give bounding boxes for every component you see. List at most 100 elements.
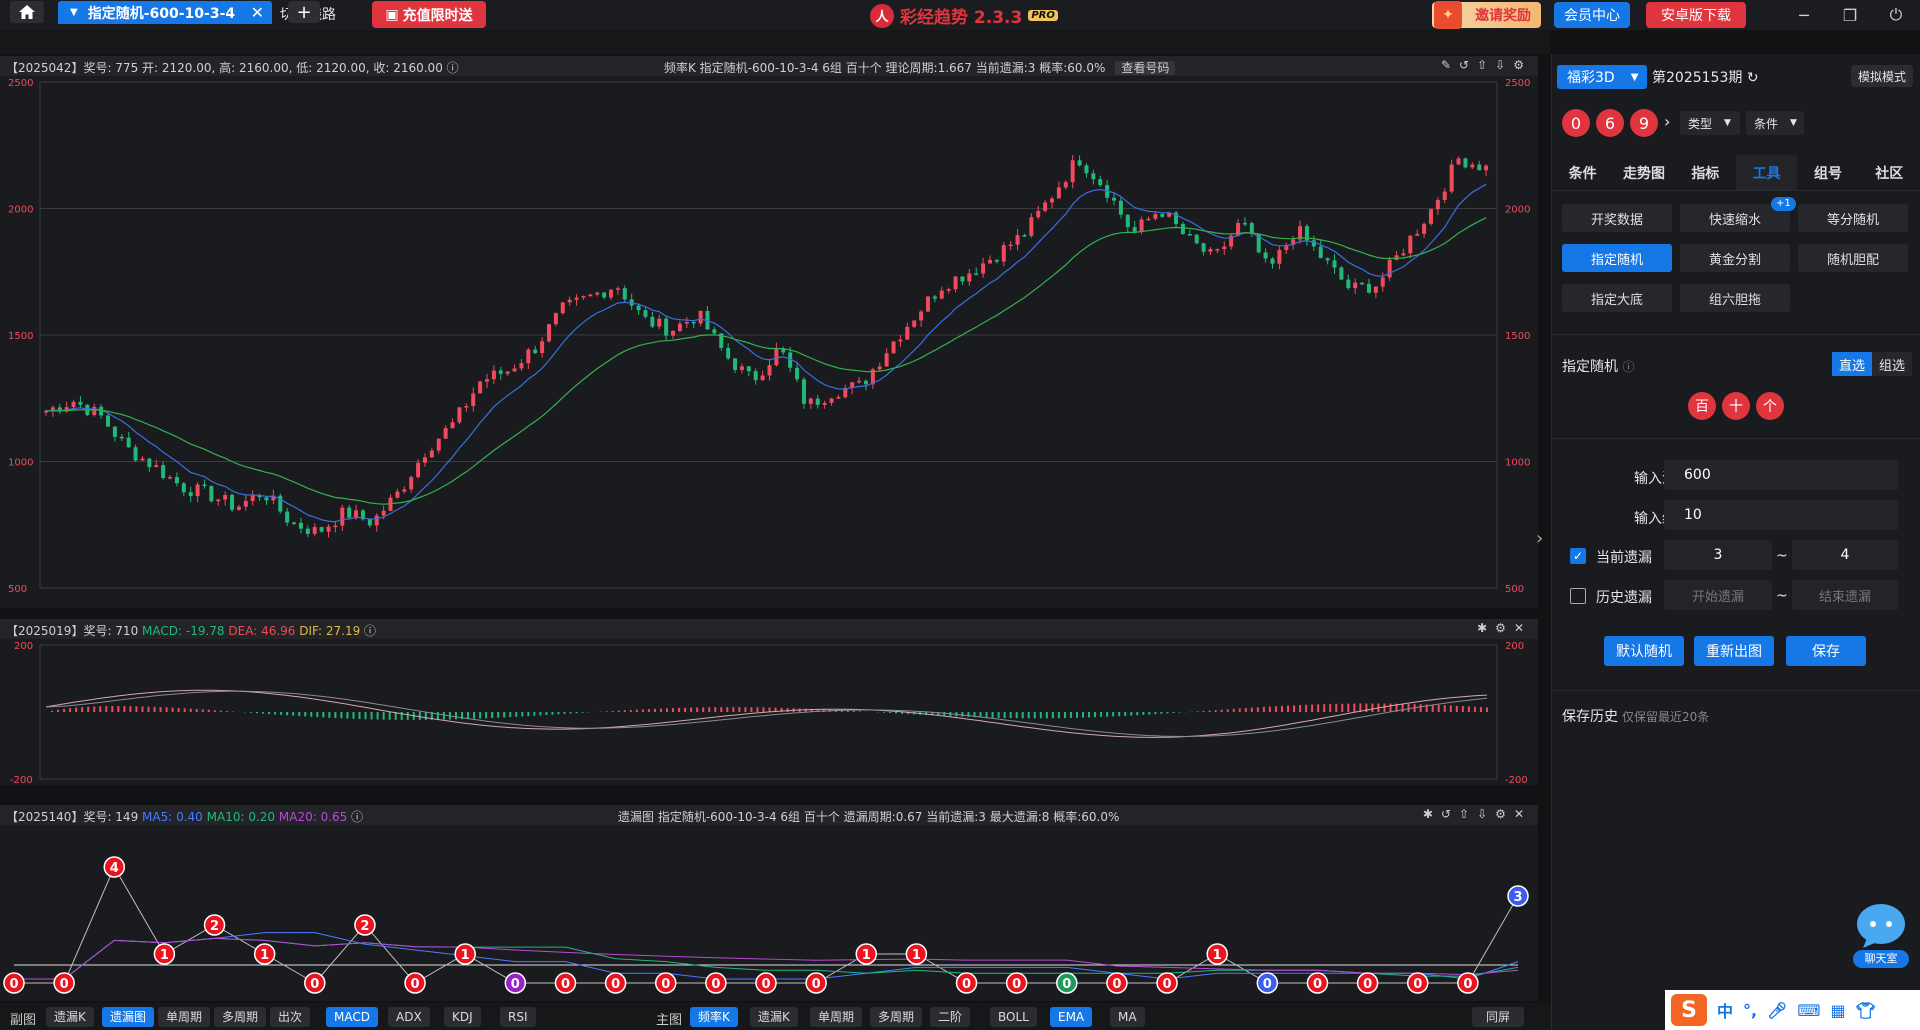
promo-button[interactable]: ▣ 充值限时送 — [372, 1, 486, 28]
type-dropdown[interactable]: 类型 ▼ — [1680, 111, 1740, 135]
home-button[interactable] — [10, 1, 44, 23]
sub-chart-button[interactable]: MACD — [326, 1007, 378, 1027]
view-numbers-button[interactable]: 查看号码 — [1115, 61, 1176, 75]
miss-point: 0 — [1457, 972, 1479, 994]
same-screen-button[interactable]: 同屏 — [1472, 1007, 1524, 1027]
sub-chart-button[interactable]: 单周期 — [158, 1007, 211, 1027]
refresh-icon[interactable]: ↻ — [1746, 70, 1759, 86]
chevron-right-icon[interactable]: › — [1664, 112, 1671, 131]
tool-button[interactable]: 组六胆拖 — [1680, 284, 1790, 312]
position-ones[interactable]: 个 — [1756, 392, 1784, 420]
restore-icon[interactable]: ❐ — [1842, 5, 1858, 25]
gear-icon[interactable]: ⚙ — [1495, 807, 1506, 821]
tool-button[interactable]: 指定随机 — [1562, 244, 1672, 272]
regenerate-button[interactable]: 重新出图 — [1694, 636, 1774, 666]
tool-button[interactable]: 快速缩水 — [1680, 204, 1790, 232]
add-tab-button[interactable]: + — [288, 1, 320, 23]
history-miss-from[interactable]: 开始遗漏 — [1664, 580, 1772, 610]
condition-dropdown[interactable]: 条件 ▼ — [1746, 111, 1804, 135]
help-icon: ⓘ — [351, 810, 364, 824]
sub-chart-button[interactable]: ADX — [388, 1007, 430, 1027]
gear-icon[interactable]: ⚙ — [1495, 621, 1506, 635]
power-icon[interactable]: ⏻ — [1889, 5, 1903, 24]
tool-button[interactable]: 随机胆配 — [1798, 244, 1908, 272]
close-icon[interactable]: ✕ — [1513, 807, 1524, 821]
current-miss-checkbox[interactable]: ✓ — [1570, 548, 1586, 564]
tab-5[interactable]: 社区 — [1875, 165, 1904, 182]
candle-body — [1249, 223, 1254, 234]
tab-2[interactable]: 指标 — [1691, 165, 1720, 182]
member-center-button[interactable]: 会员中心 — [1554, 2, 1630, 28]
main-chart-button[interactable]: EMA — [1050, 1007, 1093, 1027]
sub-chart-button[interactable]: 多周期 — [214, 1007, 267, 1027]
tab-kline[interactable]: ▼ 指定随机-600-10-3-4 ✕ — [58, 1, 272, 24]
position-hundreds[interactable]: 百 — [1688, 392, 1716, 420]
main-chart-button[interactable]: 单周期 — [810, 1007, 863, 1027]
current-miss-from[interactable]: 3 — [1664, 540, 1772, 570]
sub-chart-button[interactable]: 遗漏K — [46, 1007, 94, 1027]
candle-body — [1456, 158, 1461, 165]
up-icon[interactable]: ⇧ — [1459, 807, 1470, 821]
kline-chart[interactable]: 500 500 1000 1000 1500 1500 2000 2000 2500 2500 — [0, 76, 1538, 608]
collapse-sidebar-icon[interactable]: › — [1536, 528, 1544, 549]
sub-chart-button[interactable]: 遗漏图 — [102, 1007, 155, 1027]
grid-icon[interactable]: ▦ — [1830, 1000, 1846, 1020]
candle-body — [174, 477, 179, 484]
default-random-button[interactable]: 默认随机 — [1604, 636, 1684, 666]
candle-body — [519, 363, 524, 369]
close-icon[interactable]: ✕ — [1513, 621, 1524, 635]
ime-punct[interactable]: °, — [1743, 1000, 1758, 1020]
current-miss-to[interactable]: 4 — [1792, 540, 1898, 570]
tool-button[interactable]: 等分随机 — [1798, 204, 1908, 232]
main-chart-button[interactable]: MA — [1110, 1007, 1145, 1027]
up-icon[interactable]: ⇧ — [1477, 58, 1488, 72]
close-tab-icon[interactable]: ✕ — [250, 3, 264, 22]
undo-icon[interactable]: ↺ — [1440, 807, 1452, 821]
main-chart-button[interactable]: 遗漏K — [750, 1007, 798, 1027]
android-download-button[interactable]: 安卓版下载 — [1646, 2, 1746, 28]
chat-room-button[interactable]: 聊天室 — [1853, 898, 1909, 970]
tab-4[interactable]: 组号 — [1813, 165, 1842, 182]
pencil-icon[interactable]: ✎ — [1440, 58, 1452, 72]
main-chart-button[interactable]: BOLL — [990, 1007, 1037, 1027]
tab-0[interactable]: 条件 — [1568, 165, 1597, 182]
tool-button[interactable]: 开奖数据 — [1562, 204, 1672, 232]
miss-chart[interactable]: 0 0 4 1 2 1 0 2 0 1 0 0 0 0 0 0 0 1 1 0 0 0 0 0 1 0 0 0 0 0 3 — [0, 825, 1538, 1001]
down-icon[interactable]: ⇩ — [1495, 58, 1506, 72]
tab-1[interactable]: 走势图 — [1622, 165, 1665, 182]
history-miss-checkbox[interactable] — [1570, 588, 1586, 604]
lottery-select[interactable]: 福彩3D ▼ — [1557, 65, 1647, 89]
mic-icon[interactable]: 🎤︎ — [1767, 1000, 1788, 1020]
app-title: 人 彩经趋势 2.3.3 PRO — [870, 3, 1058, 28]
candle-body — [953, 276, 958, 290]
position-tens[interactable]: 十 — [1722, 392, 1750, 420]
sub-chart-button[interactable]: KDJ — [444, 1007, 481, 1027]
sogou-logo[interactable]: S — [1671, 994, 1707, 1026]
main-chart-button[interactable]: 多周期 — [870, 1007, 923, 1027]
direct-select-toggle[interactable]: 直选 — [1832, 352, 1872, 376]
down-icon[interactable]: ⇩ — [1477, 807, 1488, 821]
macd-chart[interactable]: 200 -200 200 -200 — [0, 639, 1538, 785]
sub-chart-button[interactable]: 出次 — [270, 1007, 311, 1027]
gear-icon[interactable]: ⚙ — [1513, 58, 1524, 72]
pin-icon[interactable]: ✱ — [1422, 807, 1433, 821]
sub-chart-button[interactable]: RSI — [500, 1007, 536, 1027]
minimize-icon[interactable]: ─ — [1799, 5, 1809, 25]
shirt-icon[interactable]: 👕︎ — [1855, 1000, 1876, 1020]
bets-input[interactable]: 600 — [1664, 460, 1898, 490]
undo-icon[interactable]: ↺ — [1459, 58, 1470, 72]
save-button[interactable]: 保存 — [1786, 636, 1866, 666]
simulate-mode-button[interactable]: 模拟模式 — [1851, 65, 1913, 87]
main-chart-button[interactable]: 二阶 — [930, 1007, 971, 1027]
candle-body — [609, 289, 614, 298]
pin-icon[interactable]: ✱ — [1477, 621, 1488, 635]
tab-3[interactable]: 工具 — [1735, 155, 1798, 190]
group-select-toggle[interactable]: 组选 — [1872, 352, 1912, 376]
history-miss-to[interactable]: 结束遗漏 — [1792, 580, 1898, 610]
keyboard-icon[interactable]: ⌨ — [1797, 1000, 1821, 1020]
groups-input[interactable]: 10 — [1664, 500, 1898, 530]
tool-button[interactable]: 黄金分割 — [1680, 244, 1790, 272]
ime-mode[interactable]: 中 — [1717, 1002, 1734, 1021]
tool-button[interactable]: 指定大底 — [1562, 284, 1672, 312]
main-chart-button[interactable]: 频率K — [690, 1007, 738, 1027]
